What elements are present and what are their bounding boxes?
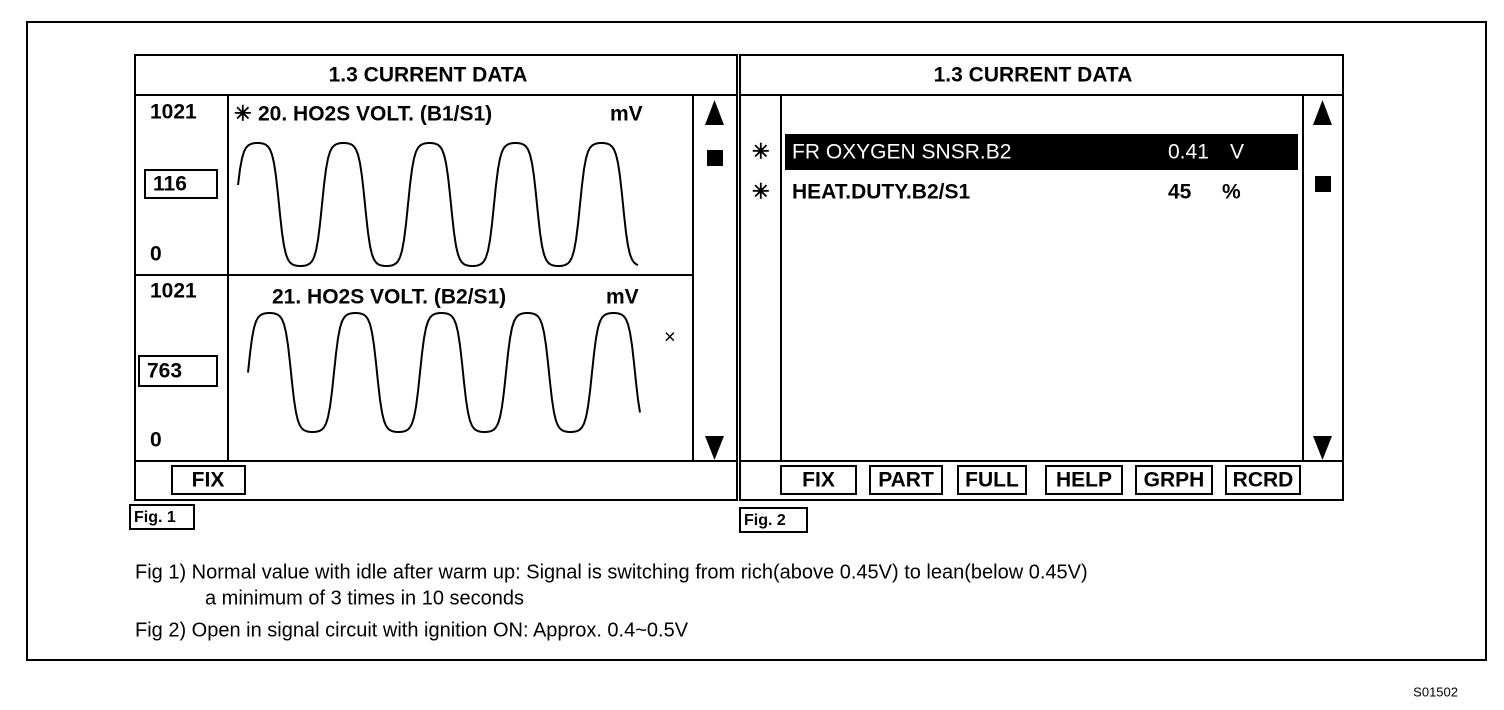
signal-label: 20. HO2S VOLT. (B1/S1) (258, 103, 492, 126)
button[interactable] (1045, 465, 1123, 495)
button[interactable] (171, 465, 246, 495)
caption-box (129, 504, 195, 530)
scroll-thumb[interactable] (707, 150, 723, 166)
waveform (237, 142, 639, 267)
note: a minimum of 3 times in 10 seconds (205, 587, 524, 609)
row-name[interactable]: FR OXYGEN SNSR.B2 (792, 141, 1011, 164)
screen-title: 1.3 CURRENT DATA (329, 64, 528, 87)
scale-min: 0 (150, 243, 162, 266)
button-label[interactable]: PART (878, 469, 934, 492)
scroll-down[interactable] (705, 436, 724, 460)
scroll-thumb[interactable] (1315, 176, 1331, 192)
caption: Fig. 2 (744, 512, 786, 529)
button[interactable] (1135, 465, 1213, 495)
row-name[interactable]: HEAT.DUTY.B2/S1 (792, 181, 970, 204)
marker: ✳ (752, 141, 770, 164)
fig1-screen: 1.3 CURRENT DATA 1021 116 0 ✳ 20. HO2S V… (134, 54, 738, 501)
scale-min: 0 (150, 429, 162, 452)
row-unit: % (1222, 181, 1241, 204)
signal-label: 21. HO2S VOLT. (B2/S1) (272, 286, 506, 309)
screen-title: 1.3 CURRENT DATA (934, 64, 1133, 87)
button[interactable] (1225, 465, 1301, 495)
fig2-screen: 1.3 CURRENT DATA ✳ FR OXYGEN SNSR.B2 0.4… (739, 54, 1344, 501)
current-value: 763 (147, 360, 182, 383)
button[interactable] (957, 465, 1027, 495)
button-label[interactable]: HELP (1056, 469, 1112, 492)
button[interactable] (869, 465, 943, 495)
current-value: 116 (153, 173, 187, 196)
marker: ✳ (234, 103, 252, 126)
button-label[interactable]: FIX (802, 469, 835, 492)
scroll-up[interactable] (705, 100, 724, 125)
note: Fig 1) Normal value with idle after warm… (135, 561, 1088, 583)
button[interactable] (780, 465, 857, 495)
button-label[interactable]: FIX (192, 469, 225, 492)
note: Fig 2) Open in signal circuit with ignit… (135, 619, 689, 641)
row-value: 45 (1168, 181, 1192, 204)
scale-max: 1021 (150, 101, 197, 124)
scroll-up[interactable] (1313, 100, 1332, 125)
unit: mV (610, 103, 643, 126)
caption: Fig. 1 (134, 509, 176, 526)
row-value: 0.41 (1168, 141, 1209, 164)
waveform (247, 312, 641, 433)
scale-max: 1021 (150, 280, 197, 303)
marker: ✳ (752, 181, 770, 204)
button-label[interactable]: FULL (965, 469, 1019, 492)
frame (26, 21, 1487, 661)
row-unit: V (1230, 141, 1244, 164)
figure-id: S01502 (1413, 684, 1458, 699)
caption-box (739, 507, 808, 533)
button-label[interactable]: GRPH (1144, 469, 1205, 492)
cursor: × (664, 326, 676, 348)
button-label[interactable]: RCRD (1233, 469, 1294, 492)
scroll-down[interactable] (1313, 436, 1332, 460)
unit: mV (606, 286, 639, 309)
row-highlight (785, 134, 1298, 170)
